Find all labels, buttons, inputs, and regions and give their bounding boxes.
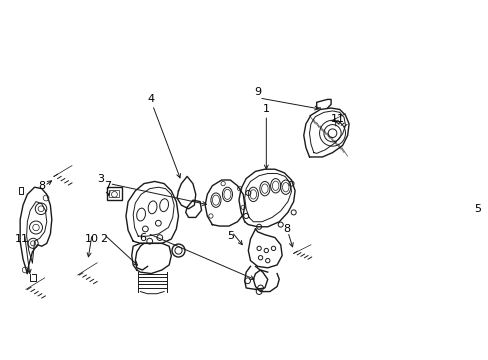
Text: 1: 1 <box>262 104 269 114</box>
Text: 3: 3 <box>97 174 104 184</box>
Text: 9: 9 <box>254 87 261 97</box>
Text: 11: 11 <box>15 234 28 244</box>
Text: 11: 11 <box>330 114 345 124</box>
Text: 6: 6 <box>139 233 146 243</box>
Bar <box>106 187 122 200</box>
Text: 5: 5 <box>473 204 481 214</box>
Text: 2: 2 <box>100 234 107 244</box>
Text: 8: 8 <box>38 181 45 191</box>
Text: 10: 10 <box>85 234 99 244</box>
Text: 5: 5 <box>226 231 233 241</box>
Text: 4: 4 <box>147 94 154 104</box>
Bar <box>109 190 119 197</box>
Text: 7: 7 <box>104 181 111 191</box>
Text: 8: 8 <box>283 224 289 234</box>
